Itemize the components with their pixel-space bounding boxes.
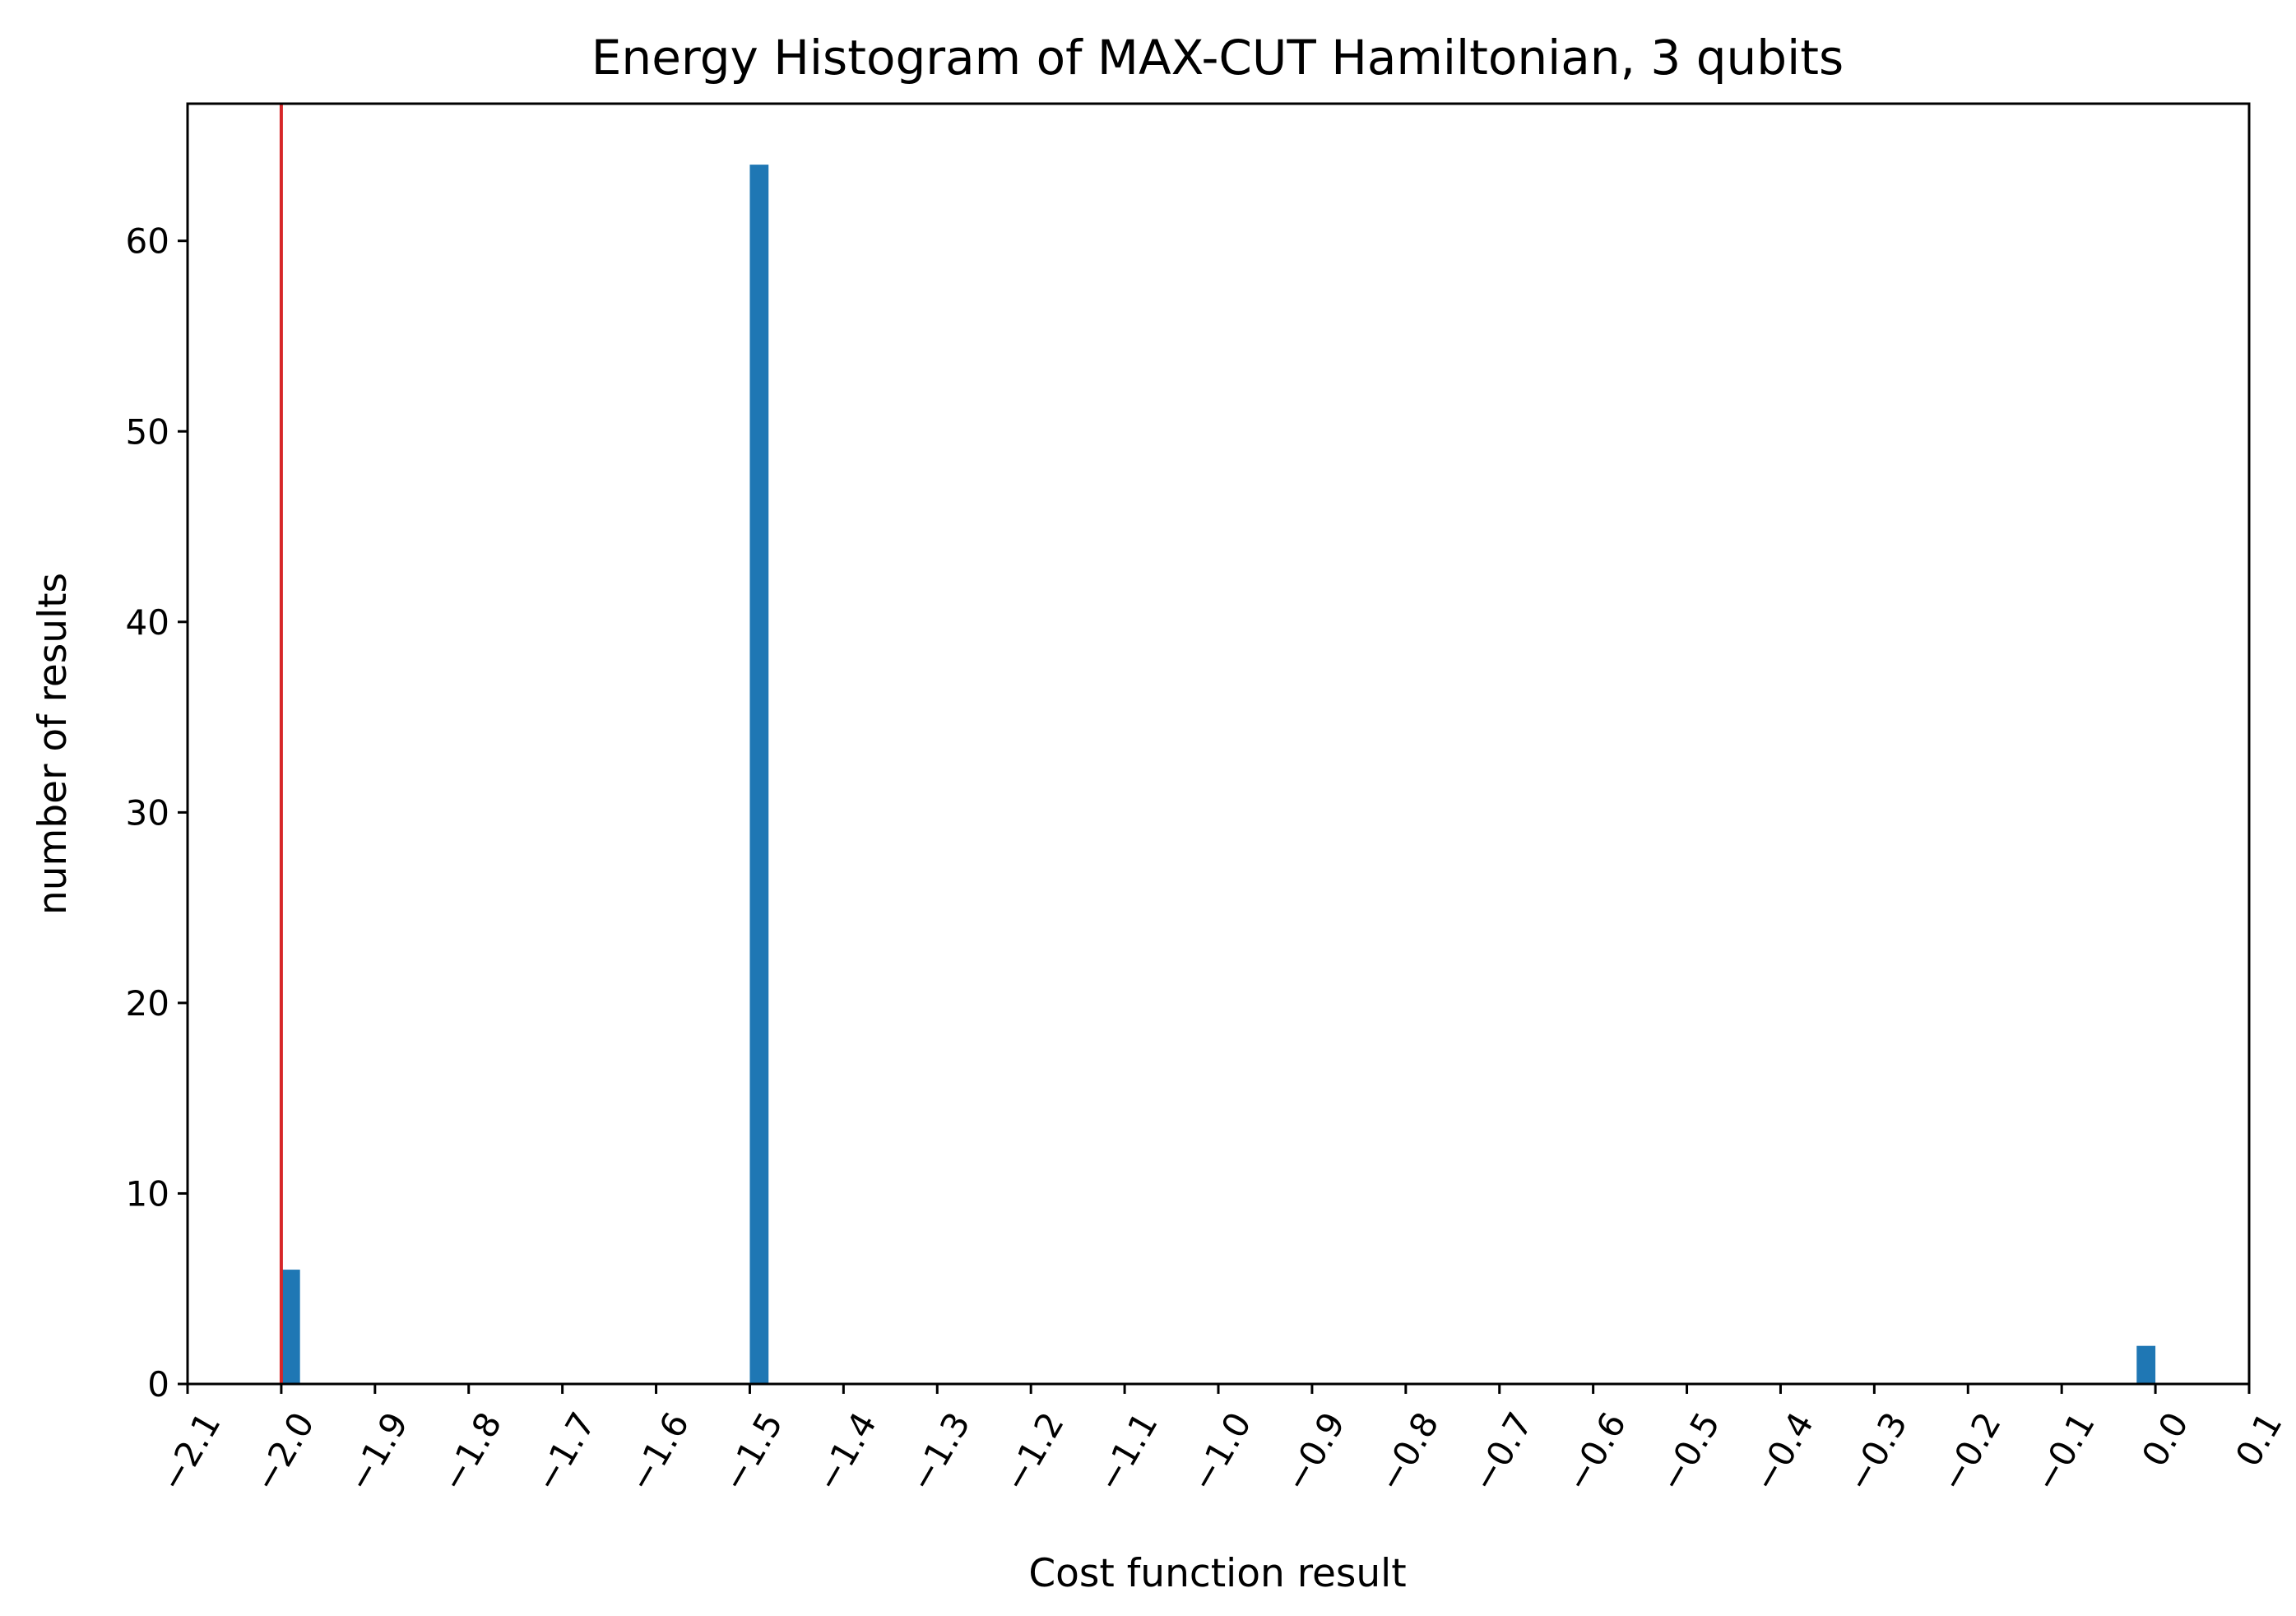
histogram-bar <box>749 165 769 1385</box>
histogram-bar <box>281 1270 300 1384</box>
y-tick-label: 60 <box>126 221 169 262</box>
bars-group <box>281 165 2156 1385</box>
histogram-bar <box>2136 1345 2156 1384</box>
plot-area <box>188 104 2249 1384</box>
y-tick-label: 10 <box>126 1173 169 1214</box>
y-tick-label: 0 <box>147 1364 169 1405</box>
x-axis-label: Cost function result <box>1028 1551 1406 1596</box>
y-tick-label: 50 <box>126 411 169 452</box>
y-axis-ticks: 0 10 20 30 40 50 60 <box>126 221 188 1405</box>
y-tick-label: 20 <box>126 983 169 1024</box>
chart-title: Energy Histogram of MAX-CUT Hamiltonian,… <box>591 30 1844 86</box>
y-tick-label: 40 <box>126 602 169 643</box>
y-tick-label: 30 <box>126 792 169 833</box>
y-axis-label: number of results <box>30 573 76 915</box>
